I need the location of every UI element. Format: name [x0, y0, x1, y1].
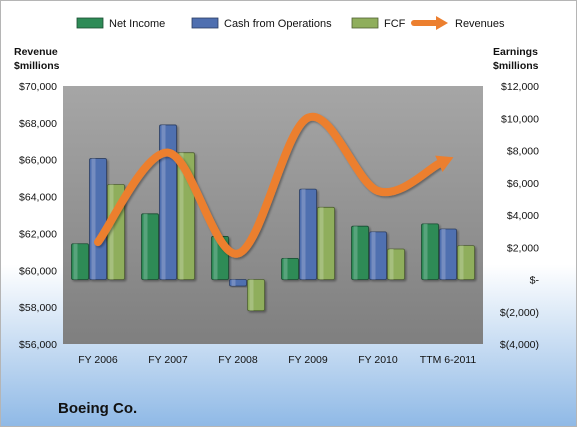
bar-highlight	[143, 213, 148, 280]
bar-highlight	[231, 279, 236, 286]
right-tick-label: $2,000	[507, 242, 539, 254]
legend-item: FCF	[351, 17, 406, 30]
legend-swatch	[191, 17, 219, 29]
bar-fcf	[247, 279, 265, 312]
right-tick-label: $(2,000)	[500, 307, 539, 319]
bar-cash-from-operations	[299, 188, 317, 280]
bar-highlight	[389, 249, 394, 280]
right-tick-label: $12,000	[501, 81, 539, 93]
right-tick-label: $(4,000)	[500, 339, 539, 351]
right-tick-label: $-	[530, 275, 540, 287]
left-tick-label: $66,000	[19, 155, 57, 167]
category-axis: FY 2006 FY 2007 FY 2008 FY 2009 FY 2010 TTM 6…	[78, 354, 476, 366]
company-name: Boeing Co.	[58, 400, 137, 417]
bar-net-income	[351, 225, 369, 280]
right-axis-title-line2: $millions	[493, 60, 539, 72]
bar-cash-from-operations	[439, 228, 457, 280]
legend-item: Cash from Operations	[191, 17, 332, 30]
legend-item: Revenues	[411, 16, 505, 30]
right-axis-title-line1: Earnings	[493, 46, 538, 58]
bar-net-income	[281, 257, 299, 280]
bar-highlight	[441, 229, 446, 280]
legend: Net Income Cash from Operations FCF Revenue…	[76, 16, 505, 30]
legend-item: Net Income	[76, 17, 165, 30]
bar-fcf	[387, 248, 405, 280]
bar-series	[71, 124, 475, 312]
legend-swatch	[351, 17, 379, 29]
bar-highlight	[109, 184, 114, 280]
category-label: FY 2006	[78, 354, 118, 366]
bar-highlight	[161, 124, 166, 280]
bar-net-income	[71, 243, 89, 280]
right-tick-label: $4,000	[507, 210, 539, 222]
plot-area	[63, 86, 483, 344]
right-axis: $(4,000) $(2,000) $- $2,000 $4,000 $6,000 $8,0…	[500, 81, 540, 351]
left-tick-label: $64,000	[19, 192, 57, 204]
legend-label: Revenues	[455, 18, 505, 30]
revenue-arrowhead	[435, 155, 454, 173]
bar-net-income	[421, 223, 439, 280]
category-label: TTM 6-2011	[420, 354, 477, 366]
revenue-line	[94, 112, 454, 258]
right-tick-label: $10,000	[501, 113, 539, 125]
bar-highlight	[423, 223, 428, 280]
legend-swatch	[76, 17, 104, 29]
legend-label: Cash from Operations	[224, 18, 332, 30]
legend-label: FCF	[384, 18, 406, 30]
bar-highlight	[319, 207, 324, 280]
left-tick-label: $70,000	[19, 81, 57, 93]
bar-highlight	[91, 158, 96, 280]
bar-highlight	[301, 189, 306, 280]
legend-label: Net Income	[109, 18, 165, 30]
bar-highlight	[371, 231, 376, 280]
bar-fcf	[457, 245, 475, 280]
bar-cash-from-operations	[159, 124, 177, 280]
left-axis-title-line2: $millions	[14, 60, 60, 72]
right-tick-label: $6,000	[507, 178, 539, 190]
bar-highlight	[249, 279, 254, 311]
left-tick-label: $56,000	[19, 339, 57, 351]
right-tick-label: $8,000	[507, 146, 539, 158]
bar-highlight	[213, 236, 218, 280]
category-label: FY 2009	[288, 354, 328, 366]
revenue-line-path	[94, 112, 443, 258]
category-label: FY 2010	[358, 354, 398, 366]
left-tick-label: $68,000	[19, 118, 57, 130]
bar-cash-from-operations	[369, 231, 387, 280]
bar-cash-from-operations	[89, 158, 107, 280]
category-label: FY 2008	[218, 354, 258, 366]
left-tick-label: $60,000	[19, 265, 57, 277]
left-tick-label: $62,000	[19, 228, 57, 240]
bar-highlight	[283, 258, 288, 280]
category-label: FY 2007	[148, 354, 188, 366]
left-tick-label: $58,000	[19, 302, 57, 314]
bar-cash-from-operations	[229, 279, 247, 287]
bar-fcf	[317, 206, 335, 280]
bar-highlight	[179, 152, 184, 280]
left-axis: $56,000 $58,000 $60,000 $62,000 $64,000 $66,0…	[19, 81, 57, 351]
bar-highlight	[353, 226, 358, 280]
legend-arrow	[436, 16, 448, 30]
bar-highlight	[459, 245, 464, 280]
left-axis-title-line1: Revenue	[14, 46, 58, 58]
bar-net-income	[141, 213, 159, 280]
bar-highlight	[73, 243, 78, 280]
